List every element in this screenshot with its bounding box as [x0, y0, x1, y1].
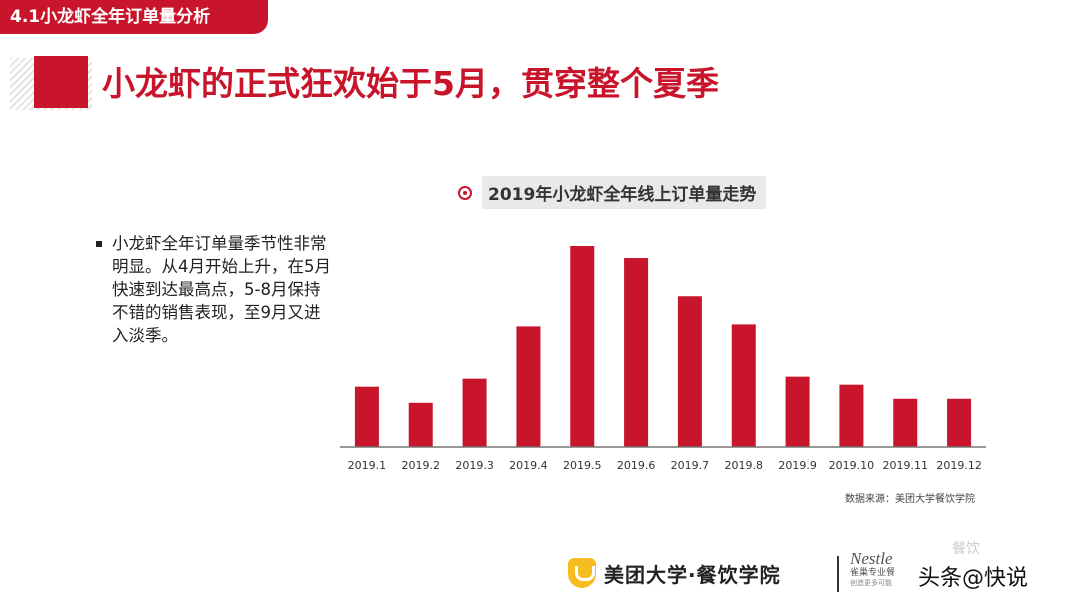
bar-2019.10 [839, 384, 864, 447]
bar-2019.8 [731, 324, 756, 447]
meituan-logo-name: 美团大学·餐饮学院 [604, 562, 781, 587]
x-tick-label: 2019.9 [778, 459, 817, 472]
bullet-item: 小龙虾全年订单量季节性非常明显。从4月开始上升，在5月快速到达最高点，5-8月保… [96, 232, 332, 347]
nestle-logo-sub2: 创造更多可能 [850, 579, 892, 587]
bullet-text: 小龙虾全年订单量季节性非常明显。从4月开始上升，在5月快速到达最高点，5-8月保… [112, 234, 331, 345]
bar-2019.3 [462, 378, 487, 447]
bar-2019.7 [677, 296, 702, 447]
x-tick-label: 2019.5 [563, 459, 602, 472]
bar-2019.6 [624, 258, 649, 447]
bar-2019.2 [408, 402, 433, 447]
nestle-logo-text: Nestle [850, 549, 893, 568]
x-tick-label: 2019.6 [617, 459, 656, 472]
section-tag: 4.1小龙虾全年订单量分析 [0, 0, 268, 34]
source-note: 数据来源：美团大学餐饮学院 [845, 494, 975, 505]
x-tick-label: 2019.1 [348, 459, 387, 472]
watermark-faint: 餐饮 [952, 541, 980, 557]
x-tick-label: 2019.10 [829, 459, 875, 472]
chart-title: 2019年小龙虾全年线上订单量走势 [482, 176, 767, 209]
bar-2019.9 [785, 376, 810, 447]
bar-2019.11 [893, 398, 918, 447]
x-tick-label: 2019.2 [402, 459, 441, 472]
bar-2019.5 [570, 246, 595, 447]
x-tick-label: 2019.11 [883, 459, 929, 472]
bar-2019.4 [516, 326, 541, 447]
decorative-red-block [34, 56, 88, 108]
x-tick-label: 2019.4 [509, 459, 548, 472]
bar-2019.12 [947, 398, 972, 447]
bullet-marker [96, 241, 102, 247]
footer-divider [837, 556, 839, 592]
x-tick-label: 2019.12 [936, 459, 982, 472]
bar-2019.1 [354, 386, 379, 447]
chart-title-group: 2019年小龙虾全年线上订单量走势 [458, 176, 767, 209]
meituan-bag-icon [568, 558, 596, 588]
target-icon [458, 185, 472, 200]
x-tick-label: 2019.7 [671, 459, 710, 472]
nestle-logo-sub: 雀巢专业餐 [850, 568, 896, 578]
x-tick-label: 2019.3 [455, 459, 494, 472]
meituan-logo: 美团大学·餐饮学院 [568, 558, 781, 588]
watermark: 头条@快说 [918, 566, 1029, 591]
x-tick-label: 2019.8 [725, 459, 764, 472]
nestle-logo: Nestle 雀巢专业餐 创造更多可能 [850, 550, 920, 598]
page-title: 小龙虾的正式狂欢始于5月，贯穿整个夏季 [102, 64, 719, 103]
